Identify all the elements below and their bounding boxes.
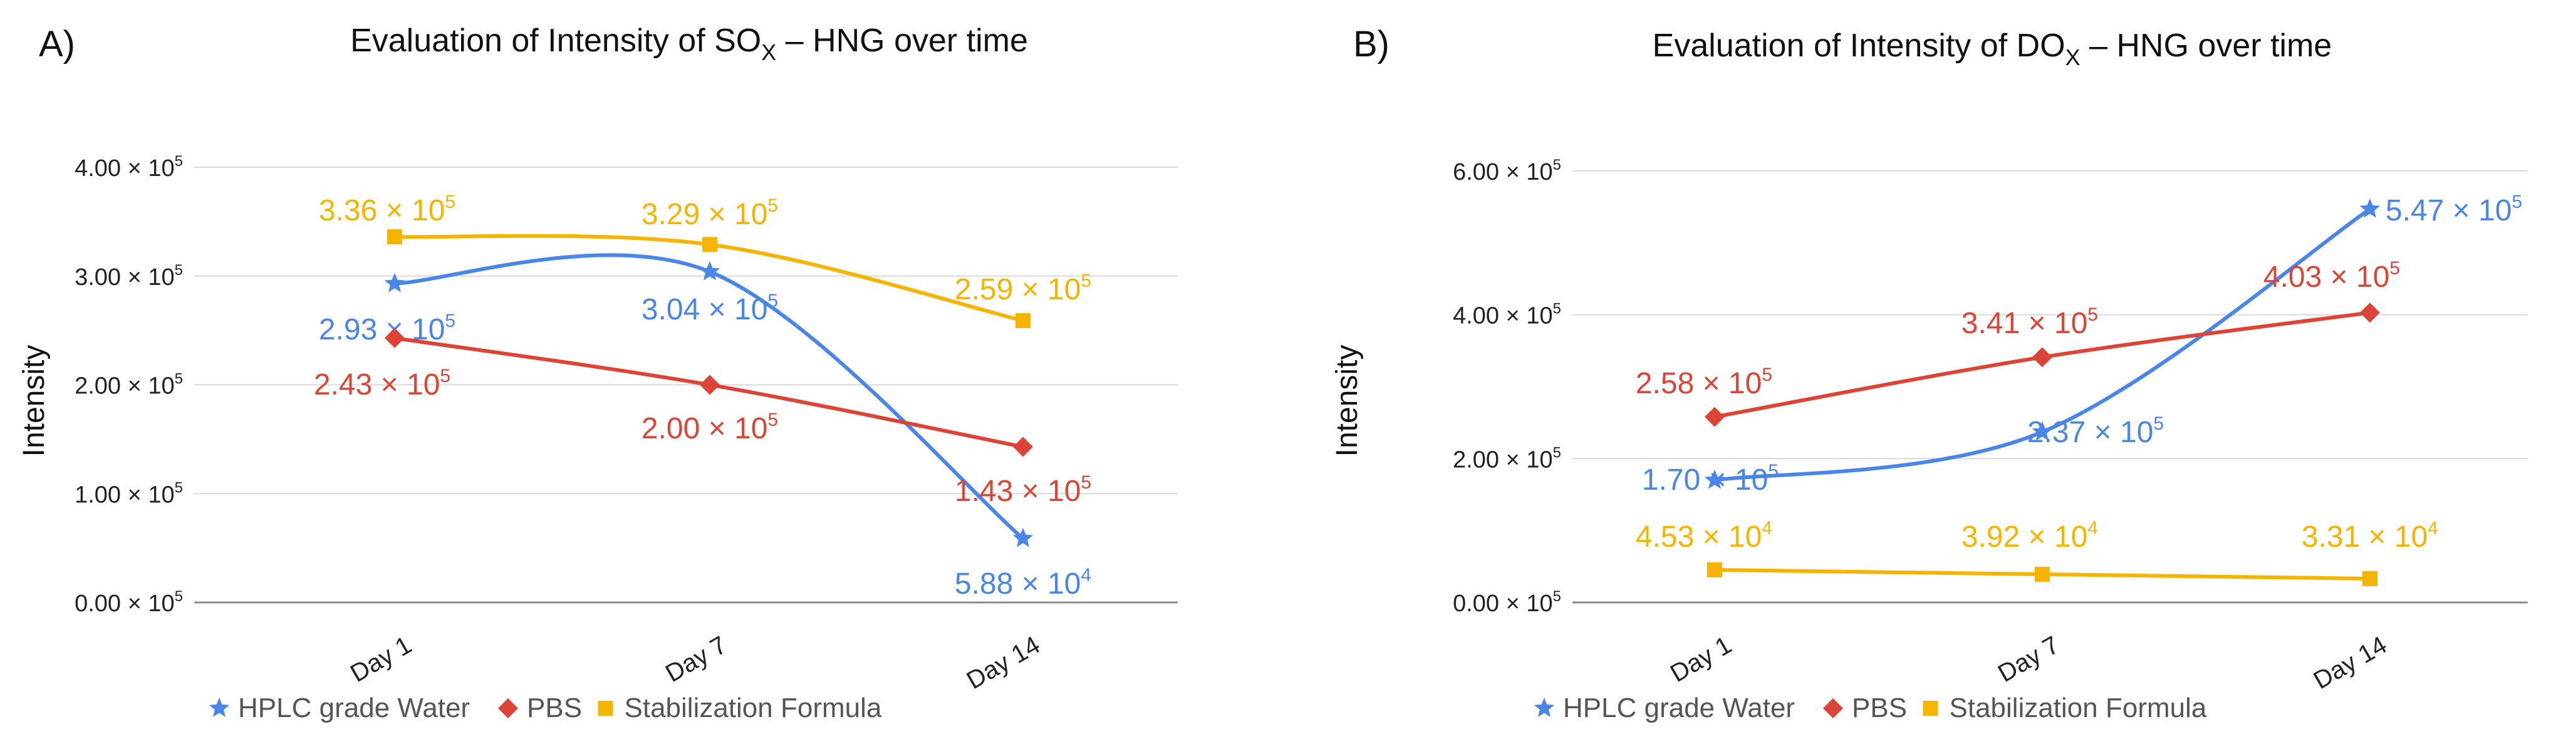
legend-label: Stabilization Formula — [1950, 693, 2207, 723]
y-tick-label: 3.00 × 105 — [75, 262, 183, 291]
data-point — [2362, 571, 2377, 586]
chart-panel-b: B) Evaluation of Intensity of DOX – HNG o… — [1331, 24, 2528, 723]
data-point — [1012, 527, 1034, 547]
data-point — [2032, 347, 2052, 368]
data-label: 3.04 × 105 — [641, 291, 778, 326]
legend-swatch — [209, 698, 230, 717]
y-tick-label: 2.00 × 105 — [1453, 444, 1561, 473]
legend-label: PBS — [1852, 693, 1907, 723]
data-label: 2.58 × 105 — [1636, 364, 1772, 400]
data-point — [2032, 421, 2053, 441]
data-point — [1704, 469, 1725, 489]
x-tick-label: Day 7 — [1993, 631, 2064, 688]
data-point — [700, 374, 720, 395]
data-point — [1705, 406, 1725, 427]
data-point — [385, 328, 405, 348]
chart-panel-a: A) Evaluation of Intensity of SOX – HNG o… — [18, 23, 1178, 723]
x-tick-label: Day 14 — [2309, 631, 2392, 695]
data-point — [2035, 567, 2050, 582]
data-label: 3.29 × 105 — [641, 195, 778, 231]
data-label: 5.47 × 105 — [2386, 192, 2522, 227]
data-label: 1.43 × 105 — [955, 472, 1091, 508]
x-tick-label: Day 7 — [661, 631, 731, 688]
chart-title: Evaluation of Intensity of SOX – HNG ove… — [350, 23, 1028, 65]
legend-swatch — [1823, 698, 1843, 718]
data-label: 2.00 × 105 — [641, 410, 778, 445]
data-point — [1013, 436, 1033, 457]
panel-label: B) — [1353, 24, 1389, 65]
x-tick-label: Day 1 — [346, 631, 416, 688]
data-label: 2.37 × 105 — [2027, 413, 2164, 449]
x-tick-label: Day 14 — [962, 631, 1045, 695]
data-label: 4.03 × 105 — [2263, 258, 2400, 294]
data-label: 3.41 × 105 — [1961, 304, 2098, 340]
data-label: 3.36 × 105 — [319, 192, 455, 227]
legend-swatch — [598, 701, 613, 716]
data-label: 3.31 × 104 — [2302, 518, 2438, 554]
legend-label: HPLC grade Water — [238, 693, 470, 723]
data-point — [2360, 302, 2380, 323]
legend-swatch — [498, 698, 518, 718]
legend-swatch — [1534, 698, 1555, 717]
chart-title: Evaluation of Intensity of DOX – HNG ove… — [1653, 28, 2332, 70]
panel-label: A) — [39, 24, 75, 65]
data-point — [384, 272, 405, 292]
data-point — [699, 261, 720, 281]
x-tick-label: Day 1 — [1666, 631, 1736, 688]
legend-label: Stabilization Formula — [625, 693, 882, 723]
data-point — [702, 237, 717, 252]
data-point — [1707, 562, 1722, 577]
legend-label: PBS — [527, 693, 582, 723]
data-point — [1015, 313, 1031, 328]
data-label: 2.59 × 105 — [955, 271, 1091, 306]
legend-swatch — [1923, 701, 1938, 716]
data-label: 5.88 × 104 — [955, 565, 1091, 601]
data-label: 2.93 × 105 — [319, 311, 455, 346]
y-tick-label: 4.00 × 105 — [75, 153, 183, 182]
y-tick-label: 4.00 × 105 — [1453, 301, 1561, 329]
legend-label: HPLC grade Water — [1563, 693, 1795, 723]
data-label: 4.53 × 104 — [1636, 518, 1772, 554]
y-axis-title: Intensity — [18, 345, 51, 457]
y-tick-label: 6.00 × 105 — [1453, 157, 1561, 185]
data-point — [2359, 198, 2381, 218]
y-axis-title: Intensity — [1331, 345, 1364, 457]
y-tick-label: 0.00 × 105 — [75, 588, 183, 617]
y-tick-label: 1.00 × 105 — [75, 479, 183, 508]
data-label: 1.70 × 105 — [1642, 461, 1779, 497]
y-tick-label: 2.00 × 105 — [75, 371, 183, 400]
data-point — [387, 229, 402, 245]
y-tick-label: 0.00 × 105 — [1453, 588, 1561, 617]
data-label: 2.43 × 105 — [314, 366, 450, 401]
data-label: 3.92 × 104 — [1961, 518, 2098, 554]
